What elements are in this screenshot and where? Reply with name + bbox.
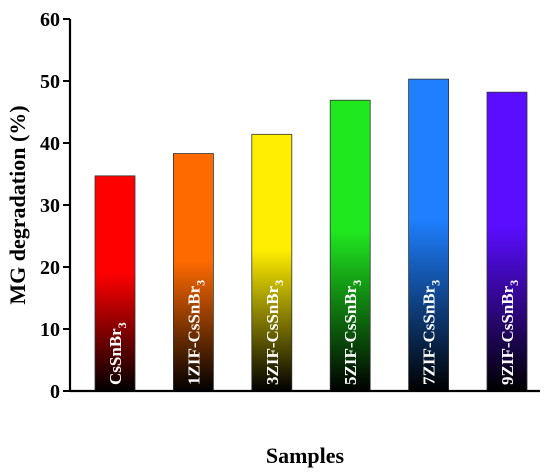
y-ticks-group: 0 10 20 30 40 50 60 [40,9,70,403]
bar-label-1: CsSnBr3 [106,322,129,385]
bar-label-6: 9ZIF-CsSnBr3 [498,280,521,385]
bar-label-2: 1ZIF-CsSnBr3 [184,280,207,385]
axes-group [68,19,540,393]
y-tick-label-50: 50 [40,71,60,93]
bar-label-3: 3ZIF-CsSnBr3 [263,280,286,385]
bar-1 [94,175,136,392]
bar-4 [329,99,371,392]
y-tick-label-40: 40 [40,133,60,155]
y-tick-label-30: 30 [40,195,60,217]
x-axis-title: Samples [266,443,345,468]
bar-3 [251,133,293,392]
y-tick-label-20: 20 [40,257,60,279]
bars-group [94,78,528,392]
bar-2 [172,153,214,392]
bar-label-5: 7ZIF-CsSnBr3 [420,280,443,385]
bar-label-4: 5ZIF-CsSnBr3 [341,280,364,385]
y-axis-title: MG degradation (%) [5,105,30,304]
y-tick-label-60: 60 [40,9,60,31]
bar-labels-group: CsSnBr3 1ZIF-CsSnBr3 3ZIF-CsSnBr3 5ZIF-CsSn… [106,280,521,385]
bar-5 [408,78,450,392]
y-tick-label-10: 10 [40,319,60,341]
y-tick-label-0: 0 [50,381,60,403]
bar-6 [486,91,528,392]
